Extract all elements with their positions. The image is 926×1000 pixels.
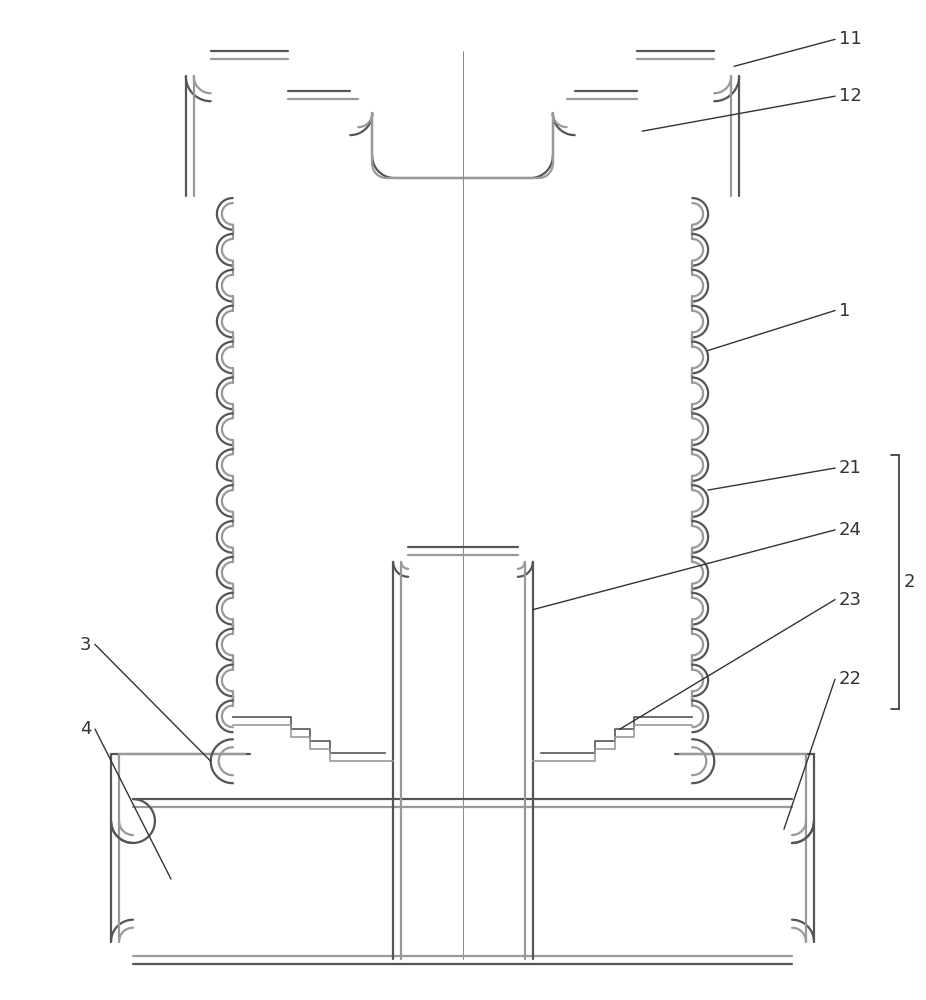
Text: 1: 1 <box>839 302 850 320</box>
Text: 11: 11 <box>839 30 861 48</box>
Text: 23: 23 <box>839 591 862 609</box>
Text: 4: 4 <box>80 720 91 738</box>
Text: 22: 22 <box>839 670 862 688</box>
Text: 3: 3 <box>80 636 91 654</box>
Text: 24: 24 <box>839 521 862 539</box>
Text: 21: 21 <box>839 459 862 477</box>
Text: 12: 12 <box>839 87 862 105</box>
Text: 2: 2 <box>904 573 915 591</box>
